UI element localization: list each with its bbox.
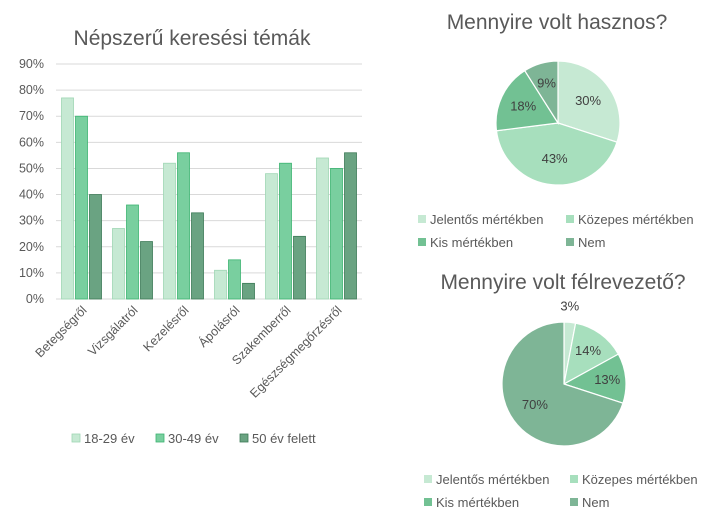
y-tick-label: 80% [19, 83, 44, 97]
pie-slice [495, 69, 560, 132]
legend-label: Jelentős mértékben [436, 472, 549, 487]
pie-slice [495, 122, 618, 186]
pie-value-label: 30% [575, 93, 601, 108]
bar [265, 173, 278, 300]
legend-label: Nem [578, 235, 605, 250]
pie-value-label: 18% [510, 99, 536, 114]
legend-swatch [424, 498, 432, 506]
x-tick-label: Egészségmegőrzésről [247, 303, 344, 400]
legend-label: 30-49 év [168, 431, 219, 446]
legend-label: Közepes mértékben [582, 472, 698, 487]
bar [344, 152, 357, 300]
legend-swatch [570, 498, 578, 506]
pie2-legend: Jelentős mértékben Közepes mértékben Kis m… [424, 472, 698, 510]
bar [61, 97, 74, 300]
pie-value-label: 70% [522, 397, 548, 412]
pie-chart-misleading: 3% 14% 13% 70% [501, 298, 627, 447]
legend-label: 50 év felett [252, 431, 316, 446]
bar-chart-title: Népszerű keresési témák [74, 27, 311, 50]
bar [228, 259, 241, 300]
pie-slice [501, 321, 624, 447]
y-tick-label: 0% [26, 292, 44, 306]
bar [279, 162, 292, 300]
pie1-chart-title: Mennyire volt hasznos? [447, 11, 668, 34]
bar [242, 282, 255, 300]
y-tick-label: 60% [19, 135, 44, 149]
legend-label: Nem [582, 495, 609, 510]
x-tick-label: Kezelésről [140, 303, 191, 354]
pie-value-label: 9% [537, 76, 556, 91]
y-tick-label: 20% [19, 240, 44, 254]
bar [177, 152, 190, 300]
pie-value-label: 3% [560, 298, 579, 313]
y-tick-label: 30% [19, 214, 44, 228]
pie-value-label: 13% [594, 372, 620, 387]
bar [191, 212, 204, 300]
bar [316, 157, 329, 300]
legend-label: Jelentős mértékben [430, 212, 543, 227]
x-tick-label: Ápolásról [195, 303, 242, 350]
legend-swatch [566, 215, 574, 223]
bar-chart: 0% 10% 20% 30% 40% 50% 60% 70% 80% 90% Betegségről… [19, 57, 362, 401]
legend-label: Kis mértékben [436, 495, 519, 510]
legend-swatch [418, 215, 426, 223]
x-tick-label: Vizsgálatról [85, 303, 140, 358]
pie-slice [523, 60, 559, 126]
legend-swatch [155, 433, 165, 443]
legend-swatch [418, 238, 426, 246]
bar [140, 241, 153, 300]
bar [89, 194, 102, 300]
pie1-legend: Jelentős mértékben Közepes mértékben Kis m… [418, 212, 694, 250]
pie2-chart-title: Mennyire volt félrevezető? [440, 271, 685, 294]
legend-swatch [239, 433, 249, 443]
legend-label: 18-29 év [84, 431, 135, 446]
bar-legend: 18-29 év 30-49 év 50 év felett [71, 431, 316, 446]
y-tick-label: 40% [19, 188, 44, 202]
bar [330, 168, 343, 300]
legend-swatch [71, 433, 81, 443]
legend-label: Közepes mértékben [578, 212, 694, 227]
legend-label: Kis mértékben [430, 235, 513, 250]
bar [163, 162, 176, 300]
bar [126, 204, 139, 300]
legend-swatch [570, 475, 578, 483]
bar [214, 269, 227, 300]
pie-value-label: 14% [575, 343, 601, 358]
bar [112, 228, 125, 300]
x-tick-label: Betegségről [33, 303, 90, 360]
y-tick-label: 50% [19, 161, 44, 175]
y-tick-label: 10% [19, 266, 44, 280]
bar [293, 235, 306, 300]
pie-slice [557, 60, 621, 143]
bar [75, 115, 88, 300]
legend-swatch [566, 238, 574, 246]
y-tick-label: 70% [19, 109, 44, 123]
legend-swatch [424, 475, 432, 483]
pie-slice [563, 322, 620, 386]
pie-chart-usefulness: 30% 43% 18%9% [495, 60, 621, 186]
y-tick-label: 90% [19, 57, 44, 71]
pie-value-label: 43% [542, 151, 568, 166]
